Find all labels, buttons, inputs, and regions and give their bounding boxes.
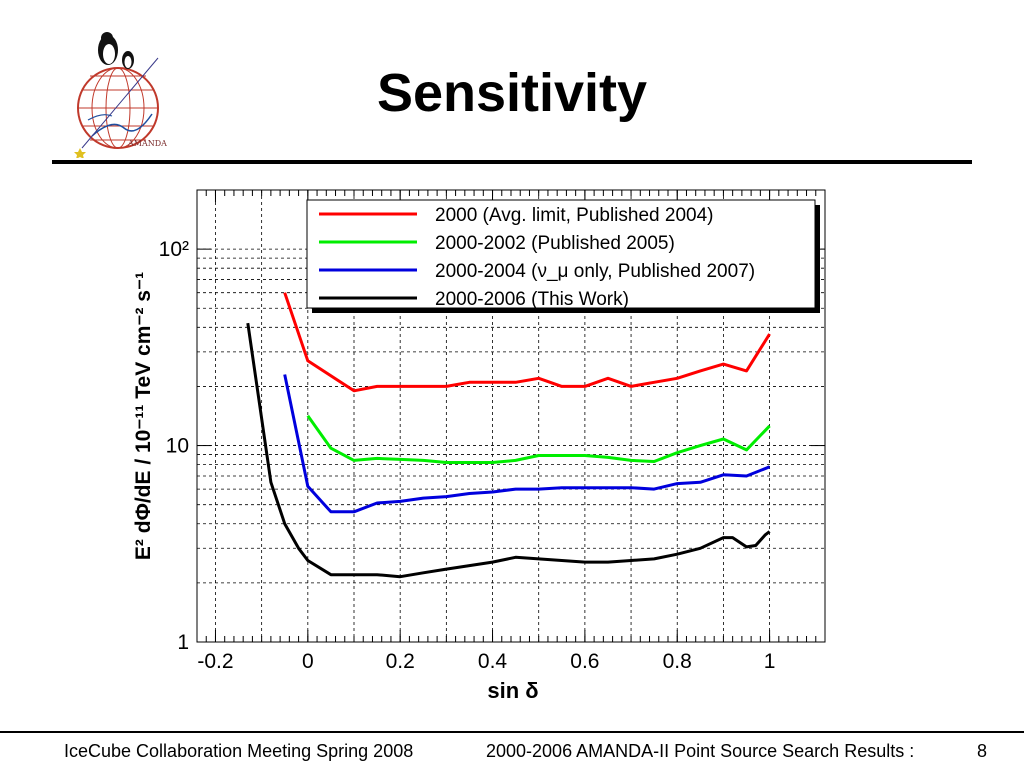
series-line bbox=[283, 374, 771, 514]
series-line bbox=[246, 322, 771, 579]
x-tick-label: 0.2 bbox=[386, 650, 415, 673]
x-tick-label: 1 bbox=[764, 650, 776, 673]
legend: 2000 (Avg. limit, Published 2004) 2000-20… bbox=[306, 199, 820, 313]
legend-label: 2000-2002 (Published 2005) bbox=[435, 233, 675, 254]
amanda-logo bbox=[62, 18, 172, 159]
x-tick-label: 0.8 bbox=[663, 650, 692, 673]
y-axis-label: E² dΦ/dE / 10⁻¹¹ TeV cm⁻² s⁻¹ bbox=[132, 272, 155, 560]
x-tick-label: 0 bbox=[302, 650, 314, 673]
series-layer bbox=[246, 292, 771, 579]
legend-label: 2000 (Avg. limit, Published 2004) bbox=[435, 205, 713, 226]
footer-talk-title: 2000-2006 AMANDA-II Point Source Search … bbox=[486, 741, 915, 761]
title-divider bbox=[52, 160, 972, 164]
series-line bbox=[306, 414, 771, 464]
legend-label: 2000-2004 (ν_μ only, Published 2007) bbox=[435, 261, 755, 282]
slide-title: Sensitivity bbox=[376, 63, 648, 123]
chart-svg: -0.2 0 0.2 0.4 0.6 0.8 1 1 10 10² 2000 (Avg. limi… bbox=[132, 189, 826, 703]
series-line bbox=[283, 292, 771, 393]
legend-box bbox=[306, 199, 816, 309]
y-tick-label: 1 bbox=[177, 631, 189, 654]
globe-penguin-logo-icon bbox=[74, 32, 159, 159]
logo-caption: AMANDA bbox=[128, 139, 167, 148]
x-tick-label: 0.6 bbox=[570, 650, 599, 673]
sensitivity-chart: -0.2 0 0.2 0.4 0.6 0.8 1 1 10 10² 2000 (Avg. limi… bbox=[100, 180, 840, 715]
y-tick-label: 10 bbox=[166, 435, 189, 458]
footer-meeting: IceCube Collaboration Meeting Spring 200… bbox=[64, 741, 414, 761]
y-tick-label: 10² bbox=[159, 238, 189, 261]
x-tick-label: -0.2 bbox=[197, 650, 233, 673]
footer-divider bbox=[0, 731, 1024, 733]
x-tick-label: 0.4 bbox=[478, 650, 508, 673]
x-axis-label: sin δ bbox=[487, 678, 538, 703]
legend-label: 2000-2006 (This Work) bbox=[435, 289, 629, 310]
tick-layer: -0.2 0 0.2 0.4 0.6 0.8 1 1 10 10² bbox=[159, 190, 825, 673]
page-number: 8 bbox=[977, 741, 988, 761]
